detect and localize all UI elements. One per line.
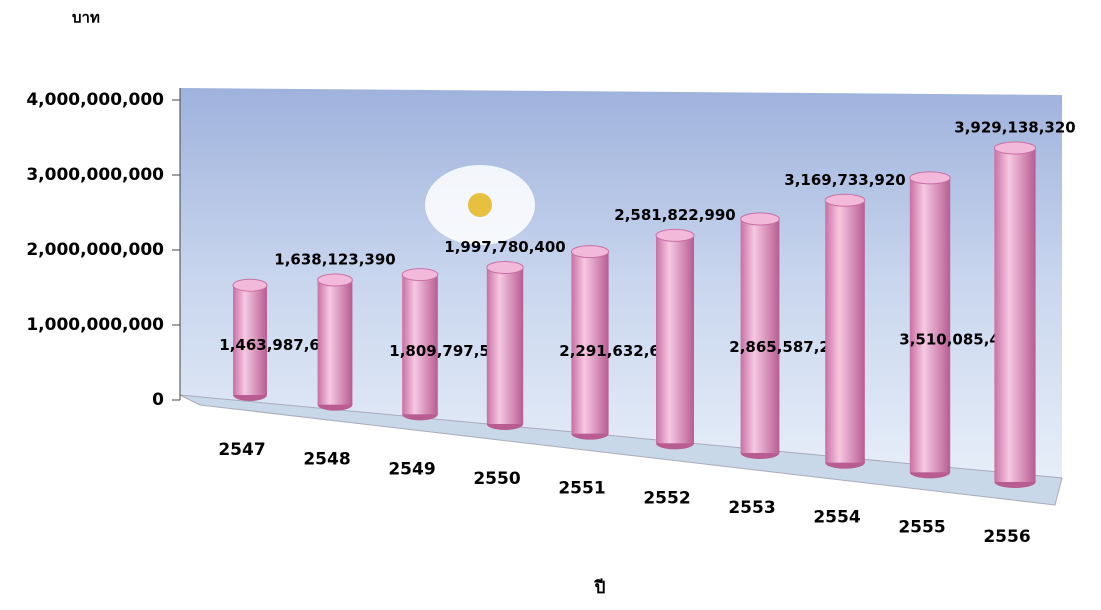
bar [486, 267, 524, 424]
bar-top [401, 268, 439, 282]
x-tick-label: 2552 [643, 488, 690, 508]
value-label: 1,809,797,550 [389, 342, 510, 360]
y-tick-label: 4,000,000,000 [26, 90, 164, 110]
bar [233, 285, 267, 395]
x-tick-label: 2547 [218, 440, 265, 460]
bar-top [824, 193, 866, 207]
y-tick-label: 3,000,000,000 [26, 165, 164, 185]
x-tick-label: 2555 [898, 517, 945, 537]
flower-center [468, 193, 492, 217]
x-tick-label: 2551 [558, 479, 605, 499]
value-label: 1,997,780,400 [444, 238, 565, 256]
bar [994, 148, 1036, 482]
y-tick-label: 1,000,000,000 [26, 315, 164, 335]
bar [740, 218, 780, 453]
value-label: 2,865,587,200 [729, 338, 850, 356]
x-tick-label: 2549 [388, 459, 435, 479]
bar-top [232, 278, 268, 292]
bar [909, 177, 951, 473]
bar [571, 251, 609, 434]
x-tick-label: 2556 [983, 527, 1030, 547]
x-axis-label: ปี [594, 577, 606, 598]
value-label: 2,581,822,990 [614, 206, 735, 224]
bar-top [486, 261, 524, 275]
bar-top [909, 171, 951, 185]
bar-top [570, 245, 610, 259]
y-tick-label: 2,000,000,000 [26, 240, 164, 260]
bar [317, 279, 353, 405]
y-tick-label: 0 [152, 390, 164, 410]
x-tick-label: 2548 [303, 450, 350, 470]
bar-top [317, 273, 353, 287]
bar-top [740, 212, 780, 226]
value-label: 1,638,123,390 [274, 250, 395, 268]
value-label: 3,510,085,470 [899, 330, 1020, 348]
value-label: 2,291,632,680 [559, 342, 680, 360]
x-tick-label: 2553 [728, 498, 775, 518]
bar [825, 200, 865, 463]
y-axis-label: บาท [72, 9, 100, 27]
bar-top [655, 228, 695, 242]
value-label: 3,169,733,920 [784, 171, 905, 189]
bar [656, 235, 694, 444]
x-tick-label: 2554 [813, 508, 860, 528]
bar [402, 274, 438, 415]
bar-top [993, 141, 1037, 155]
value-label: 1,463,987,610 [219, 336, 340, 354]
x-tick-label: 2550 [473, 469, 520, 489]
value-label: 3,929,138,320 [954, 119, 1075, 137]
